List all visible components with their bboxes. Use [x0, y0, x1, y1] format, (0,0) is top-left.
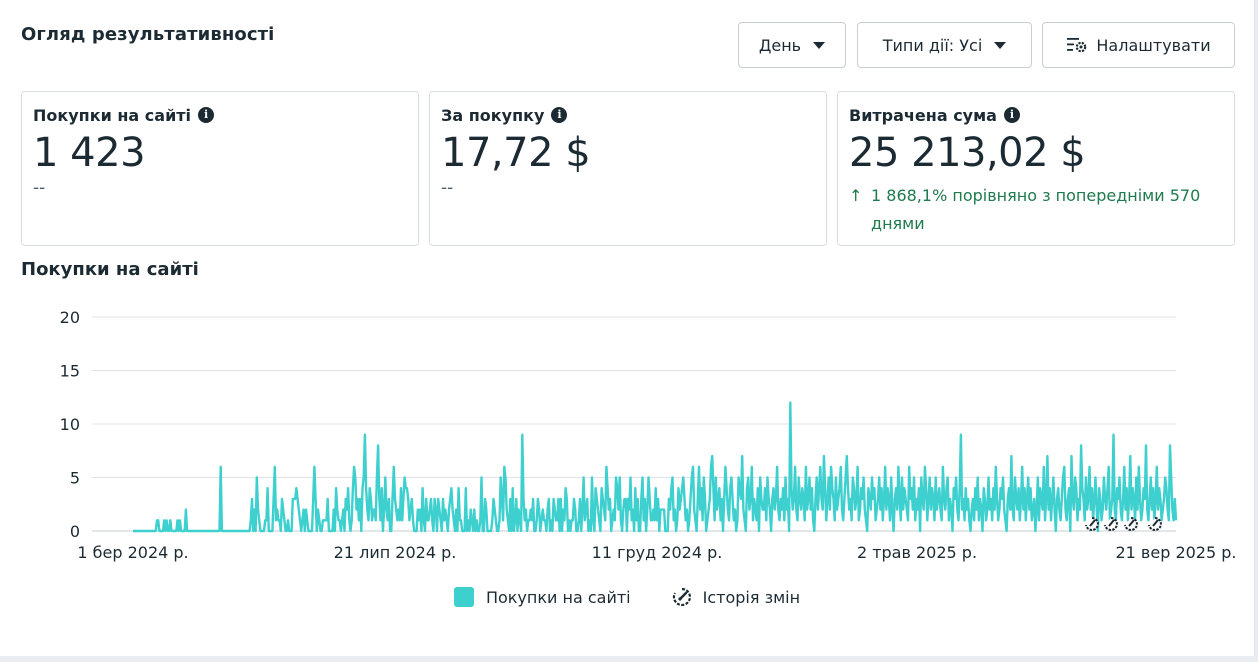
action-types-dropdown[interactable]: Типи дії: Усі [857, 22, 1032, 68]
purchases-line-chart[interactable]: 0 5 10 15 20 1 бер 2024 р. 21 лип 2024 р. 11 г… [0, 290, 1254, 580]
metric-comparison: -- [33, 178, 46, 198]
y-tick-label: 20 [60, 308, 80, 327]
metric-value: 1 423 [33, 130, 146, 176]
metric-value: 17,72 $ [441, 130, 591, 176]
info-icon[interactable]: i [1003, 107, 1020, 123]
x-tick-label: 11 груд 2024 р. [592, 543, 723, 562]
arrow-up-icon: ↑ [849, 186, 863, 205]
day-dropdown-label: День [758, 35, 802, 55]
legend-label: Покупки на сайті [485, 587, 631, 607]
change-history-marker-icon[interactable] [1124, 517, 1138, 531]
info-icon[interactable]: i [198, 107, 215, 123]
metric-value: 25 213,02 $ [849, 130, 1086, 176]
metric-card-cost-per-purchase[interactable]: За покупку i 17,72 $ -- [429, 91, 827, 246]
change-history-marker-icon[interactable] [1148, 517, 1162, 531]
change-history-markers[interactable] [1085, 517, 1162, 531]
settings-list-icon [1067, 38, 1087, 53]
change-history-marker-icon[interactable] [1085, 517, 1099, 531]
x-tick-label: 21 лип 2024 р. [334, 543, 457, 562]
change-history-icon [672, 587, 691, 607]
metric-card-amount-spent[interactable]: Витрачена сума i 25 213,02 $ ↑ 1 868,1% … [837, 91, 1235, 246]
info-icon[interactable]: i [551, 107, 568, 123]
legend-label: Історія змін [702, 587, 801, 607]
change-history-marker-icon[interactable] [1104, 517, 1118, 531]
series-line-purchases[interactable] [133, 401, 1178, 533]
action-types-label: Типи дії: Усі [882, 35, 983, 55]
x-tick-label: 21 вер 2025 р. [1115, 543, 1236, 562]
metric-label: Витрачена сума [849, 105, 997, 125]
metric-comparison: -- [441, 178, 454, 198]
chart-legend: Покупки на сайті Історія змін [0, 586, 1254, 608]
legend-item-history[interactable]: Історія змін [671, 586, 800, 608]
page-title: Огляд результативності [21, 24, 275, 45]
metric-label: Покупки на сайті [33, 105, 192, 125]
customize-label: Налаштувати [1096, 35, 1211, 55]
metric-delta-text: 1 868,1% порівняно з попередніми 570 дня… [871, 186, 1201, 233]
metric-label: За покупку [441, 105, 545, 125]
customize-button[interactable]: Налаштувати [1042, 22, 1235, 68]
metric-comparison: ↑ 1 868,1% порівняно з попередніми 570 д… [849, 182, 1223, 238]
y-tick-label: 5 [70, 469, 80, 488]
caret-down-icon [994, 41, 1007, 49]
chart-title: Покупки на сайті [21, 259, 199, 280]
y-tick-label: 0 [70, 522, 80, 541]
metric-card-purchases[interactable]: Покупки на сайті i 1 423 -- [21, 91, 419, 246]
legend-item-purchases[interactable]: Покупки на сайті [453, 586, 631, 608]
x-tick-label: 1 бер 2024 р. [77, 543, 188, 562]
legend-swatch [453, 587, 474, 607]
x-tick-label: 2 трав 2025 р. [857, 543, 977, 562]
day-dropdown[interactable]: День [738, 22, 846, 68]
y-tick-label: 15 [60, 362, 80, 381]
y-tick-label: 10 [60, 415, 80, 434]
caret-down-icon [813, 41, 826, 49]
